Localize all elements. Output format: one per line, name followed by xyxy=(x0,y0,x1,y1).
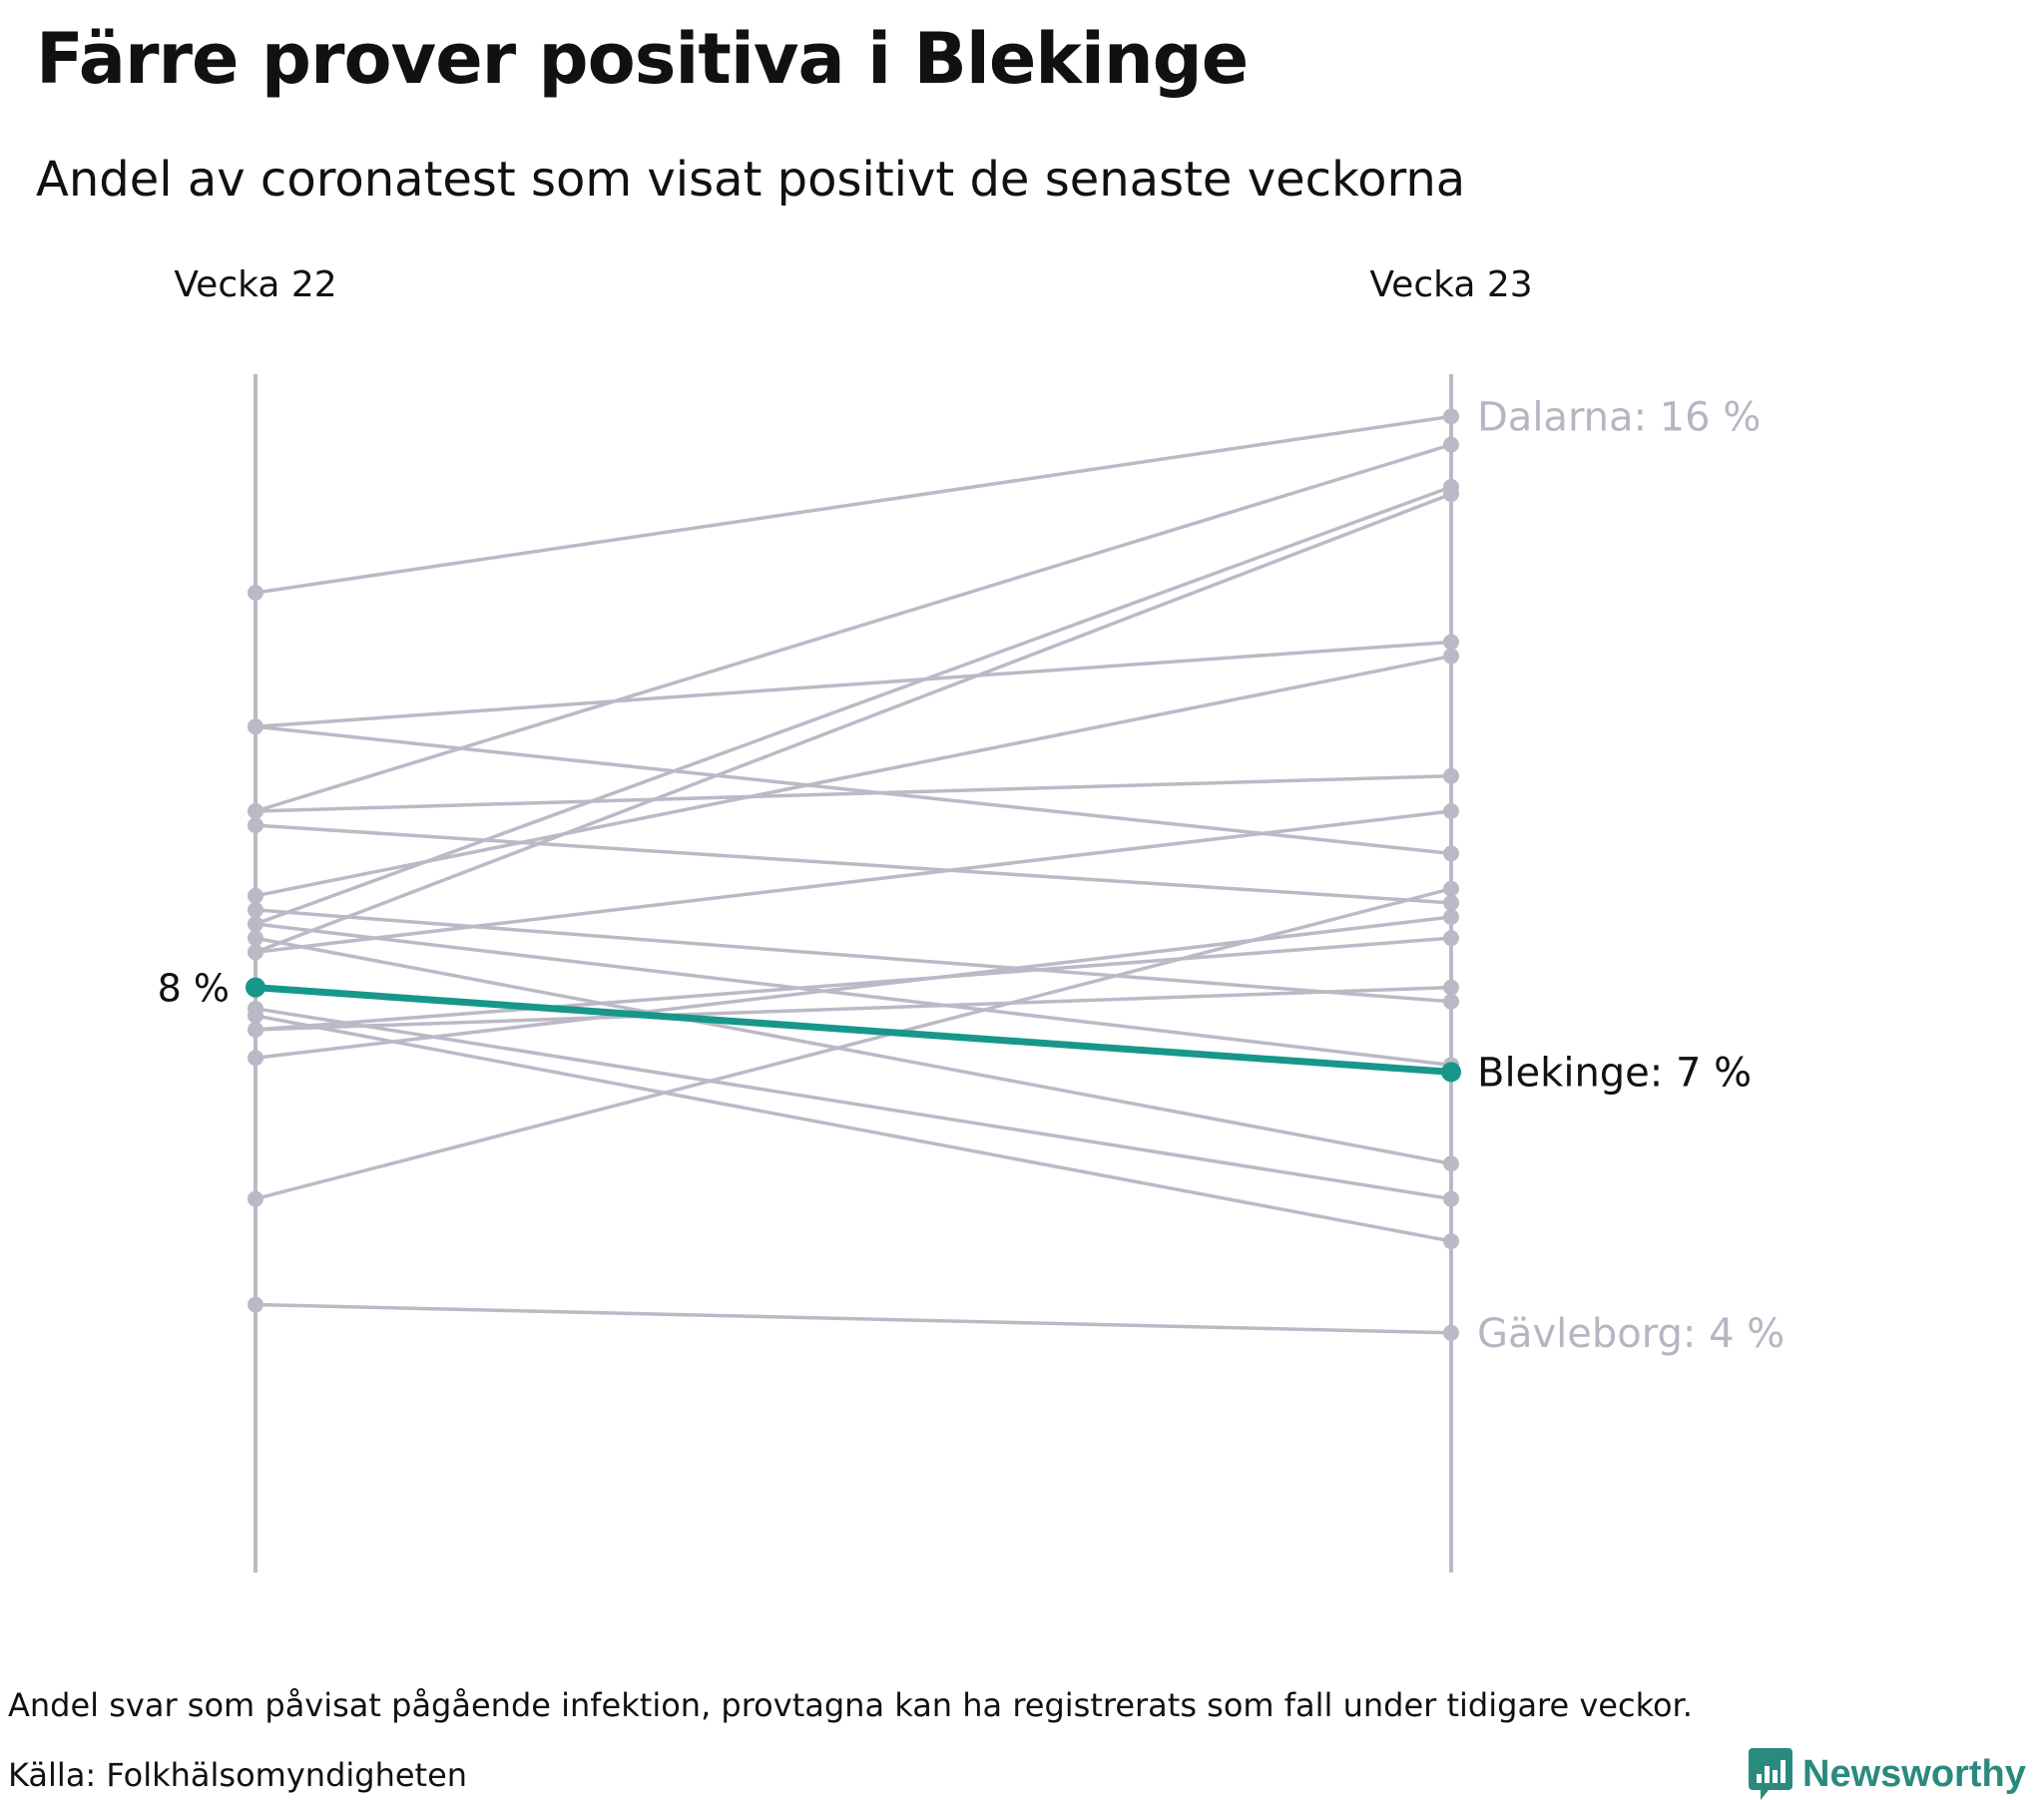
slope-line xyxy=(255,654,1452,898)
point-end xyxy=(1443,1324,1459,1341)
point-end xyxy=(1443,648,1459,665)
point-end xyxy=(1443,979,1459,996)
label-layer: 8 % Dalarna: 16 % Blekinge: 7 % Gävleborg: … xyxy=(158,394,1786,1356)
point-start xyxy=(248,1022,263,1039)
point-start xyxy=(248,901,263,918)
slope-line xyxy=(255,985,1452,1032)
point-start xyxy=(248,916,263,933)
point-start xyxy=(248,944,263,961)
point-end xyxy=(1443,908,1459,925)
slope-line xyxy=(255,414,1452,595)
point-end xyxy=(1443,993,1459,1010)
series-line xyxy=(248,767,1459,820)
source-note: Källa: Folkhälsomyndigheten xyxy=(8,1756,468,1794)
start-value-label: 8 % xyxy=(158,967,230,1011)
series-line xyxy=(248,908,1459,1067)
slope-line xyxy=(255,922,1452,1068)
point-end xyxy=(1443,1232,1459,1249)
series-line xyxy=(248,817,1459,911)
footnote: Andel svar som påvisat pågående infektio… xyxy=(8,1686,1693,1724)
series-line xyxy=(248,648,1459,904)
brand-name: Newsworthy xyxy=(1802,1752,2026,1795)
chart-subtitle: Andel av coronatest som visat positivt d… xyxy=(36,152,1466,208)
series-line xyxy=(248,486,1459,961)
slope-line xyxy=(255,724,1452,856)
series-highlight-blekinge xyxy=(246,977,1461,1083)
chart-title: Färre prover positiva i Blekinge xyxy=(36,18,1249,100)
point-end xyxy=(1443,930,1459,947)
point-end xyxy=(1443,634,1459,651)
series-line xyxy=(248,901,1459,1010)
series-line xyxy=(248,408,1459,602)
category-label-left: Vecka 22 xyxy=(174,264,336,305)
series-line xyxy=(248,634,1459,735)
point-start xyxy=(248,718,263,735)
point-start xyxy=(248,1007,263,1024)
end-label-blekinge: Blekinge: 7 % xyxy=(1477,1050,1752,1096)
point-start xyxy=(248,1190,263,1207)
point-end xyxy=(1443,767,1459,784)
category-label-right: Vecka 23 xyxy=(1369,264,1532,305)
point-start xyxy=(248,930,263,947)
point-end xyxy=(1443,894,1459,911)
bar-chart-speech-icon xyxy=(1749,1748,1792,1800)
point-start xyxy=(248,887,263,904)
slope-line xyxy=(255,1007,1452,1201)
point-start xyxy=(246,977,265,998)
series-layer xyxy=(246,408,1461,1341)
point-end xyxy=(1443,1155,1459,1172)
point-end xyxy=(1443,1190,1459,1207)
slope-line xyxy=(255,936,1452,1032)
series-line xyxy=(248,718,1459,862)
slope-line xyxy=(255,640,1452,728)
point-end xyxy=(1443,880,1459,897)
end-label-dalarna: Dalarna: 16 % xyxy=(1477,394,1761,440)
slope-line xyxy=(255,823,1452,905)
point-start xyxy=(248,585,263,602)
series-line xyxy=(248,930,1459,1039)
slope-line xyxy=(255,936,1452,1165)
slope-line xyxy=(255,442,1452,813)
slope-line xyxy=(255,492,1452,954)
point-end xyxy=(1443,486,1459,503)
point-end xyxy=(1443,845,1459,862)
series-line xyxy=(248,436,1459,820)
point-end xyxy=(1441,1062,1461,1083)
slope-line xyxy=(255,984,1452,1076)
slope-line xyxy=(255,809,1452,955)
point-start xyxy=(248,1296,263,1313)
slope-chart: Vecka 22 Vecka 23 8 % Dalarna: 16 % Blekin… xyxy=(158,264,1786,1573)
point-start xyxy=(248,803,263,820)
point-start xyxy=(248,817,263,834)
point-end xyxy=(1443,436,1459,453)
slope-line xyxy=(255,915,1452,1061)
point-end xyxy=(1443,803,1459,820)
slope-line xyxy=(255,485,1452,926)
slope-line xyxy=(255,1014,1452,1243)
point-end xyxy=(1443,408,1459,425)
end-label-gävleborg: Gävleborg: 4 % xyxy=(1477,1311,1785,1357)
slope-line xyxy=(255,908,1452,1004)
series-line xyxy=(248,979,1459,1039)
slope-line xyxy=(255,773,1452,813)
series-line xyxy=(248,803,1459,961)
slope-line xyxy=(255,1302,1452,1335)
point-start xyxy=(248,1050,263,1067)
series-line xyxy=(248,930,1459,1172)
brand-logo: Newsworthy xyxy=(1749,1748,2026,1800)
series-line xyxy=(248,1007,1459,1249)
series-line xyxy=(248,1296,1459,1341)
